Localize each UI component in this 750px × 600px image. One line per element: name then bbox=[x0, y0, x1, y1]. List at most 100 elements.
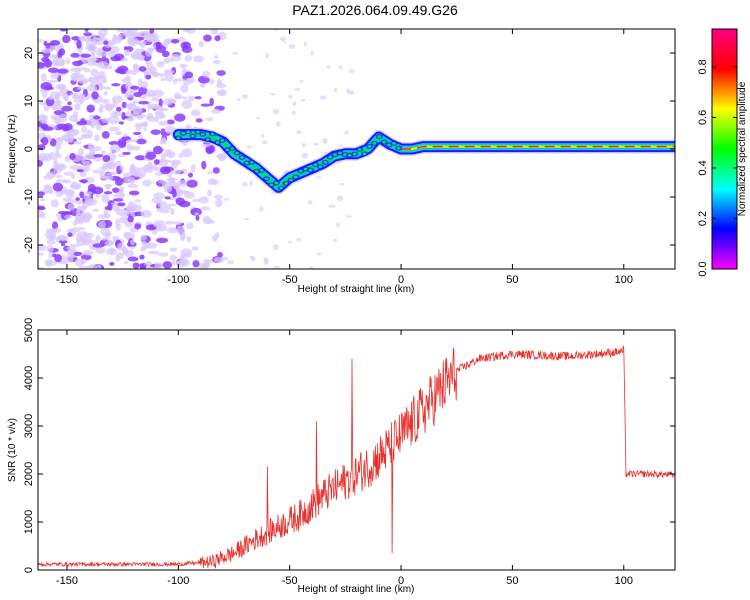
noise-blob bbox=[345, 215, 353, 218]
noise-blob bbox=[70, 72, 79, 82]
noise-blob bbox=[62, 197, 72, 202]
noise-blob bbox=[61, 190, 71, 194]
noise-blob bbox=[136, 115, 144, 120]
noise-blob bbox=[174, 113, 186, 122]
noise-blob bbox=[127, 183, 139, 189]
noise-blob bbox=[59, 29, 67, 32]
noise-blob bbox=[190, 164, 196, 173]
noise-blob bbox=[241, 94, 248, 99]
noise-blob bbox=[137, 135, 144, 139]
noise-blob bbox=[87, 191, 93, 195]
figure-title: PAZ1.2026.064.09.49.G26 bbox=[292, 2, 458, 18]
noise-blob bbox=[76, 237, 87, 247]
noise-blob bbox=[150, 129, 161, 135]
noise-blob bbox=[125, 111, 132, 117]
noise-blob bbox=[292, 101, 297, 107]
noise-blob bbox=[171, 188, 177, 198]
noise-blob bbox=[287, 240, 293, 244]
spectrogram-ylabel: Frequency (Hz) bbox=[7, 115, 18, 184]
noise-blob bbox=[303, 41, 308, 47]
noise-blob bbox=[42, 153, 52, 162]
noise-blob bbox=[129, 245, 135, 250]
noise-blob bbox=[119, 165, 125, 171]
noise-blob bbox=[338, 144, 343, 147]
noise-blob bbox=[138, 31, 148, 38]
noise-blob bbox=[166, 177, 179, 182]
noise-blob bbox=[215, 83, 227, 89]
noise-blob bbox=[313, 142, 319, 146]
ridge-blob-core bbox=[254, 170, 259, 173]
noise-blob bbox=[133, 91, 143, 98]
noise-blob bbox=[123, 46, 128, 51]
noise-blob bbox=[201, 160, 207, 170]
noise-blob bbox=[315, 176, 321, 179]
noise-blob bbox=[243, 217, 250, 221]
noise-blob bbox=[93, 134, 100, 142]
colorbar-tick-label: 0.6 bbox=[697, 110, 709, 125]
noise-blob bbox=[170, 208, 175, 216]
colorbar-tick-label: 0.8 bbox=[697, 59, 709, 74]
noise-blob bbox=[125, 69, 135, 75]
noise-blob bbox=[112, 235, 119, 241]
noise-blob bbox=[179, 63, 186, 69]
noise-blob bbox=[242, 181, 248, 187]
noise-blob bbox=[125, 81, 133, 91]
ridge-blob-core bbox=[245, 161, 249, 165]
noise-blob bbox=[178, 179, 188, 188]
noise-blob bbox=[81, 201, 92, 207]
noise-blob bbox=[80, 134, 87, 139]
ridge-blob-core bbox=[392, 142, 396, 145]
noise-blob bbox=[214, 35, 221, 42]
noise-blob bbox=[73, 119, 79, 123]
noise-blob bbox=[49, 138, 57, 147]
noise-blob bbox=[192, 260, 200, 268]
ridge-blob-core bbox=[338, 151, 342, 155]
noise-blob bbox=[105, 247, 118, 256]
noise-blob bbox=[344, 130, 350, 135]
noise-blob bbox=[95, 235, 101, 242]
noise-blob bbox=[43, 59, 53, 68]
noise-blob bbox=[188, 172, 194, 178]
noise-blob bbox=[95, 247, 106, 254]
noise-blob bbox=[319, 95, 327, 100]
noise-blob bbox=[105, 65, 113, 70]
spectrogram-y-ticks: -20 -10 0 10 20 bbox=[23, 47, 675, 253]
noise-blob bbox=[160, 153, 167, 161]
noise-blob bbox=[195, 215, 200, 221]
noise-blob bbox=[83, 167, 91, 172]
noise-blob bbox=[172, 182, 180, 190]
noise-blob bbox=[200, 103, 211, 107]
noise-blob bbox=[216, 153, 227, 160]
noise-blob bbox=[101, 193, 110, 203]
noise-blob bbox=[52, 104, 63, 110]
noise-blob bbox=[81, 125, 88, 134]
noise-blob bbox=[112, 198, 124, 202]
ridge-blob-core bbox=[308, 168, 313, 172]
noise-blob bbox=[108, 126, 120, 132]
noise-blob bbox=[54, 143, 62, 150]
noise-blob bbox=[121, 246, 128, 255]
noise-blob bbox=[133, 131, 142, 136]
noise-blob bbox=[347, 90, 355, 95]
ridge-blob-core bbox=[318, 165, 323, 169]
noise-blob bbox=[55, 174, 63, 179]
noise-blob bbox=[68, 249, 77, 259]
noise-blob bbox=[55, 97, 61, 106]
noise-blob bbox=[103, 40, 109, 45]
noise-blob bbox=[164, 73, 174, 82]
noise-blob bbox=[211, 108, 222, 114]
ridge-blob-core bbox=[274, 181, 279, 185]
noise-blob bbox=[99, 166, 109, 170]
ridge-blob-core bbox=[230, 147, 235, 150]
noise-blob bbox=[79, 171, 87, 178]
noise-blob bbox=[169, 254, 178, 261]
ridge-blob-core bbox=[259, 169, 264, 172]
noise-blob bbox=[349, 69, 355, 74]
noise-blob bbox=[62, 127, 69, 132]
noise-blob bbox=[38, 61, 46, 69]
spectrogram-xtick-label: -150 bbox=[56, 274, 78, 286]
noise-blob bbox=[109, 261, 115, 266]
noise-blob bbox=[104, 240, 115, 246]
noise-blob bbox=[63, 179, 72, 184]
